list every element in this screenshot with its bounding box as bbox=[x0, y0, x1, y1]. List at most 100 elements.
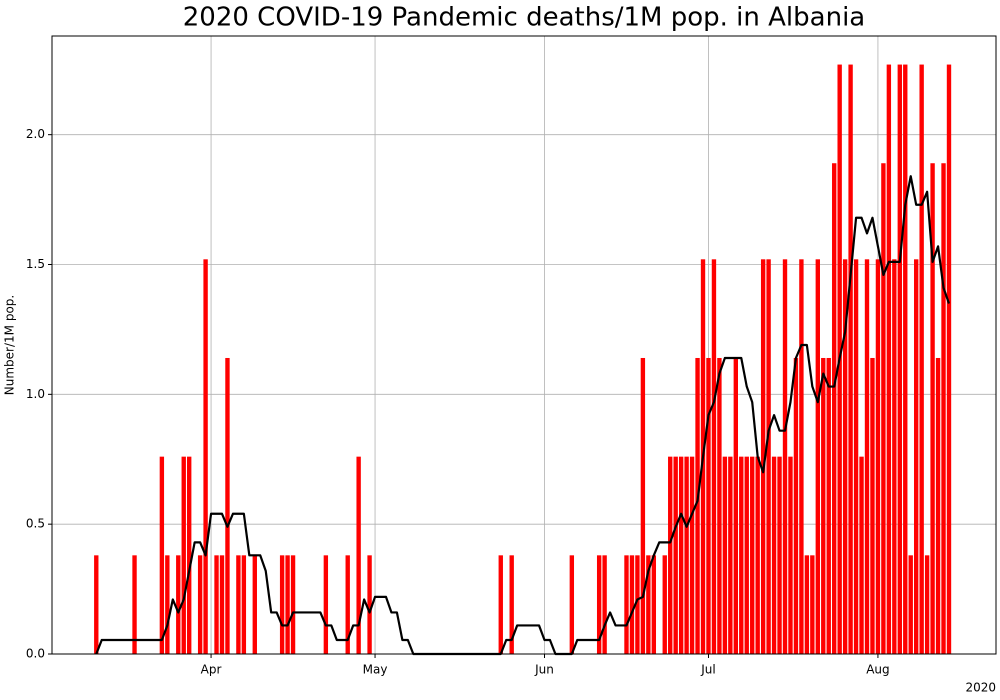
bar bbox=[165, 555, 170, 654]
bar bbox=[159, 456, 165, 654]
bar bbox=[782, 259, 788, 654]
bar bbox=[569, 555, 575, 654]
bar bbox=[739, 456, 744, 654]
bar bbox=[870, 357, 875, 654]
bar bbox=[367, 555, 372, 654]
bar bbox=[793, 357, 799, 654]
bar bbox=[678, 456, 684, 654]
bar bbox=[214, 555, 219, 654]
bar bbox=[356, 456, 361, 654]
bar bbox=[176, 555, 181, 654]
bar bbox=[924, 555, 930, 654]
bar bbox=[892, 259, 897, 654]
bar bbox=[640, 357, 646, 654]
plot-frame bbox=[51, 35, 997, 655]
bar bbox=[733, 357, 738, 654]
y-tick-label: 2.0 bbox=[26, 127, 45, 141]
bar bbox=[285, 555, 290, 654]
bar bbox=[853, 259, 859, 654]
bar bbox=[241, 555, 247, 654]
bar bbox=[859, 456, 864, 654]
bar bbox=[848, 64, 853, 654]
x-tick-label: Jun bbox=[534, 663, 554, 677]
bar bbox=[760, 259, 766, 654]
bar bbox=[941, 163, 946, 654]
bar bbox=[930, 163, 935, 654]
bar bbox=[651, 555, 657, 654]
bar bbox=[498, 555, 503, 654]
bar bbox=[799, 259, 804, 654]
bar bbox=[252, 555, 257, 654]
bar bbox=[646, 555, 651, 654]
bar bbox=[203, 259, 208, 654]
bar bbox=[629, 555, 635, 654]
bar bbox=[804, 555, 810, 654]
bar bbox=[323, 555, 329, 654]
bar bbox=[673, 456, 678, 654]
bar bbox=[842, 259, 848, 654]
bar bbox=[788, 456, 793, 654]
bar bbox=[602, 555, 607, 654]
x-tick-label: May bbox=[363, 663, 388, 677]
y-axis-label: Number/1M pop. bbox=[3, 295, 17, 395]
bar bbox=[777, 456, 782, 654]
marks bbox=[94, 64, 952, 656]
x-tick-label: Aug bbox=[866, 663, 889, 677]
bar bbox=[886, 64, 892, 654]
bar bbox=[750, 456, 755, 654]
bar bbox=[695, 357, 700, 654]
bar bbox=[815, 259, 820, 654]
bar bbox=[810, 555, 815, 654]
bar bbox=[225, 357, 230, 654]
bar bbox=[919, 64, 924, 654]
bar bbox=[279, 555, 285, 654]
bar bbox=[832, 163, 837, 654]
bar bbox=[728, 456, 733, 654]
bar bbox=[509, 555, 514, 654]
y-tick-label: 1.5 bbox=[26, 257, 45, 271]
bar bbox=[635, 555, 640, 654]
bar bbox=[711, 259, 717, 654]
bar bbox=[596, 555, 602, 654]
bar bbox=[689, 456, 695, 654]
bar bbox=[197, 555, 203, 654]
bar bbox=[706, 357, 711, 654]
bar bbox=[722, 456, 728, 654]
bar bbox=[908, 555, 913, 654]
x-tick-label: Apr bbox=[201, 663, 222, 677]
bar bbox=[766, 259, 771, 654]
bar bbox=[219, 555, 225, 654]
bar bbox=[668, 456, 673, 654]
y-tick-label: 0.0 bbox=[26, 647, 45, 661]
bar bbox=[94, 555, 99, 654]
bar bbox=[290, 555, 296, 654]
bar bbox=[826, 357, 831, 654]
bar bbox=[662, 555, 667, 654]
bar bbox=[897, 64, 902, 654]
bar bbox=[236, 555, 241, 654]
bar bbox=[181, 456, 186, 654]
bar bbox=[755, 456, 760, 654]
bar bbox=[771, 456, 777, 654]
bar bbox=[903, 64, 908, 654]
y-tick-label: 0.5 bbox=[26, 517, 45, 531]
bar bbox=[935, 357, 941, 654]
x-tick-label: Jul bbox=[700, 663, 715, 677]
chart-title: 2020 COVID-19 Pandemic deaths/1M pop. in… bbox=[183, 3, 865, 33]
bar bbox=[864, 259, 870, 654]
line bbox=[95, 175, 951, 656]
bar bbox=[345, 555, 350, 654]
bar bbox=[744, 456, 749, 654]
bar bbox=[187, 456, 192, 654]
bar bbox=[684, 456, 689, 654]
bar bbox=[881, 163, 886, 654]
y-tick-label: 1.0 bbox=[26, 387, 45, 401]
bar bbox=[821, 357, 826, 654]
bar bbox=[914, 259, 919, 654]
bar bbox=[624, 555, 629, 654]
bar bbox=[717, 357, 722, 654]
bar bbox=[875, 259, 881, 654]
x-offset-label: 2020 bbox=[965, 681, 996, 695]
